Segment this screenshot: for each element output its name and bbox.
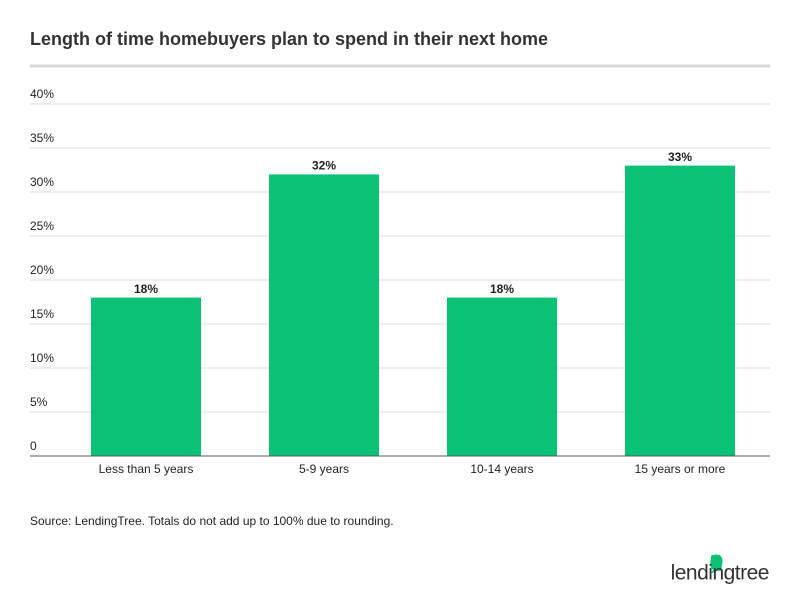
x-tick-label: 10-14 years (470, 462, 533, 476)
value-label: 18% (134, 282, 158, 296)
chart-title: Length of time homebuyers plan to spend … (30, 29, 548, 49)
y-tick-label: 25% (30, 219, 54, 233)
y-tick-label: 5% (30, 395, 48, 409)
y-tick-label: 30% (30, 175, 54, 189)
y-tick-label: 35% (30, 131, 54, 145)
value-label: 18% (490, 282, 514, 296)
logo: lendingtree (671, 562, 769, 585)
bar (625, 165, 735, 456)
bar (91, 297, 201, 456)
value-label: 32% (312, 159, 336, 173)
logo-leaf (710, 554, 723, 574)
y-tick-label: 40% (30, 87, 54, 101)
y-tick-label: 0 (30, 439, 37, 453)
value-label: 33% (668, 150, 692, 164)
y-tick-label: 20% (30, 263, 54, 277)
y-tick-label: 10% (30, 351, 54, 365)
bar (447, 297, 557, 456)
x-tick-label: 5-9 years (299, 462, 349, 476)
x-tick-label: Less than 5 years (99, 462, 194, 476)
x-tick-label: 15 years or more (635, 462, 726, 476)
source-note: Source: LendingTree. Totals do not add u… (30, 514, 394, 528)
bar (269, 174, 379, 456)
y-tick-label: 15% (30, 307, 54, 321)
